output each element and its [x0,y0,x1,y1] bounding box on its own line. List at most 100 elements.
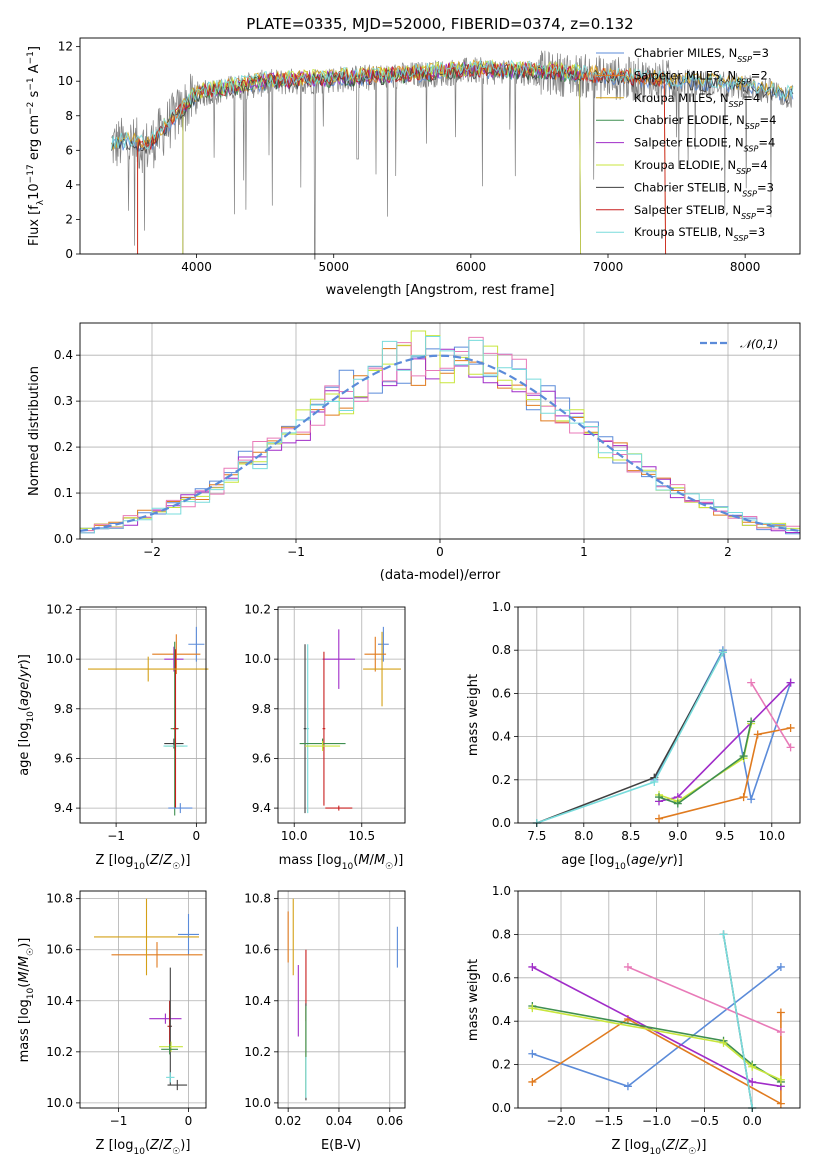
axes: −2.0 −1.5 −1.0 −0.5 0.0 0.0 0.2 0.4 0.6 0.8 1.0 [492,884,801,1128]
x-axis-label: mass [log10(M/M☉)] [279,853,404,872]
series-line [532,1007,782,1081]
y-tick-label: 12 [58,40,73,54]
x-tick-label: 0.04 [326,1114,353,1128]
x-tick-label: 0.0 [743,1114,762,1128]
series-point [747,678,756,687]
plot-area [287,898,398,1101]
series-point [718,648,727,657]
chart-5: −1 0 10.0 10.2 10.4 10.6 10.8 Z [log10(Z/Z☉)] ma… [17,890,207,1157]
series-point [655,814,663,823]
x-tick-label: 10.0 [281,829,308,843]
series-line [531,1012,782,1106]
series-point [623,1082,632,1091]
y-tick-label: 1.0 [492,600,511,614]
x-tick-label: 4000 [181,260,212,274]
error-bar-point [149,1013,182,1024]
y-tick-label: 9.8 [252,702,271,716]
y-axis-label: mass [log10(M/M☉)] [17,938,36,1063]
error-bar-point [303,644,307,814]
series-point [776,1028,785,1037]
series-point [786,678,795,687]
series-point [528,1049,537,1058]
axes-frame [517,890,801,1109]
y-tick-label: 0.2 [492,1058,511,1072]
x-tick-label: 6000 [456,260,487,274]
y-tick-label: 10.2 [244,602,271,616]
y-tick-label: 0.4 [492,1014,511,1028]
error-bar-point [166,1072,175,1083]
axes: −2 −1 0 1 2 0.0 0.1 0.2 0.3 0.4 [54,322,801,559]
histogram-kroupa-stelib [80,336,800,534]
x-tick-label: −0.5 [690,1114,719,1128]
series-point [528,1004,537,1013]
axes-frame [277,890,406,1109]
chart-3: 10.0 10.5 9.4 9.6 9.8 10.0 10.2 mass [log10(M/M… [244,602,406,872]
error-bar-point [161,1044,178,1055]
y-tick-label: 10 [58,74,73,88]
x-tick-label: 5000 [318,260,349,274]
series-point [719,1038,728,1047]
series-point [748,1062,757,1071]
grid [278,607,405,823]
x-axis-label: age [log10(age/yr)] [561,853,683,872]
error-bar-point [325,805,353,811]
grid [278,891,405,1108]
axes: 0.02 0.04 0.06 10.0 10.2 10.4 10.6 10.8 [244,890,406,1128]
y-axis-label: mass weight [466,959,481,1041]
axes: 10.0 10.5 9.4 9.6 9.8 10.0 10.2 [244,602,406,843]
y-axis-label: Normed distribution [27,366,42,496]
error-bar-point [159,1041,183,1052]
series-point [719,930,728,939]
model-line [137,62,667,255]
legend-label: Chabrier ELODIE, NSSP=4 [634,113,776,131]
series-point [655,793,663,802]
y-tick-label: 4 [65,178,73,192]
normal-curve [79,354,801,532]
y-tick-label: 10.0 [46,652,73,666]
series-line [536,652,724,824]
series-line [536,652,724,824]
legend-label: Chabrier MILES, NSSP=3 [634,46,769,64]
x-tick-label: 10.0 [758,829,785,843]
plot-area [94,898,203,1091]
error-bar-point [167,1079,188,1091]
y-tick-label: 10.2 [244,1045,271,1059]
y-tick-label: 10.8 [244,892,271,906]
y-tick-label: 10.6 [244,943,271,957]
y-tick-label: 1.0 [492,884,511,898]
legend-label: Kroupa ELODIE, NSSP=4 [634,158,768,176]
y-tick-label: 0.0 [492,1101,511,1115]
plot-area [88,626,209,816]
chart-0: 4000 5000 6000 7000 8000 0 2 4 6 8 10 12 Chabrier MI… [26,37,801,298]
x-tick-label: 7000 [593,260,624,274]
x-tick-label: 7.5 [527,829,546,843]
plot-area [532,646,795,827]
x-tick-label: −2.0 [546,1114,575,1128]
y-tick-label: 10.2 [46,602,73,616]
x-tick-label: 0 [436,545,444,559]
y-tick-label: 0 [65,247,73,261]
error-bar-point [152,634,201,675]
error-bar-point [164,646,184,672]
y-tick-label: 0.4 [492,730,511,744]
error-bar-point [173,649,178,809]
legend: 𝒩(0,1) [700,337,778,351]
x-tick-label: −1 [107,829,125,843]
axes-frame [79,37,801,255]
y-tick-label: 9.6 [54,751,73,765]
axes-frame [79,606,207,824]
axes: 7.5 8.0 8.5 9.0 9.5 10.0 0.0 0.2 0.4 0.6 0.8 1.0 [492,600,801,843]
error-bar-point [322,651,326,806]
error-bar-point [306,644,310,814]
x-tick-label: 9.5 [715,829,734,843]
legend-label: Kroupa MILES, NSSP=4 [634,91,760,109]
x-tick-label: 0 [193,829,201,843]
series-line [627,966,782,1033]
error-bar-point [322,629,356,689]
error-bar-point [94,898,199,976]
series-point [753,730,762,739]
error-bar-point [111,942,203,968]
error-bar-point [178,913,199,955]
histogram-kroupa-miles [80,336,800,532]
